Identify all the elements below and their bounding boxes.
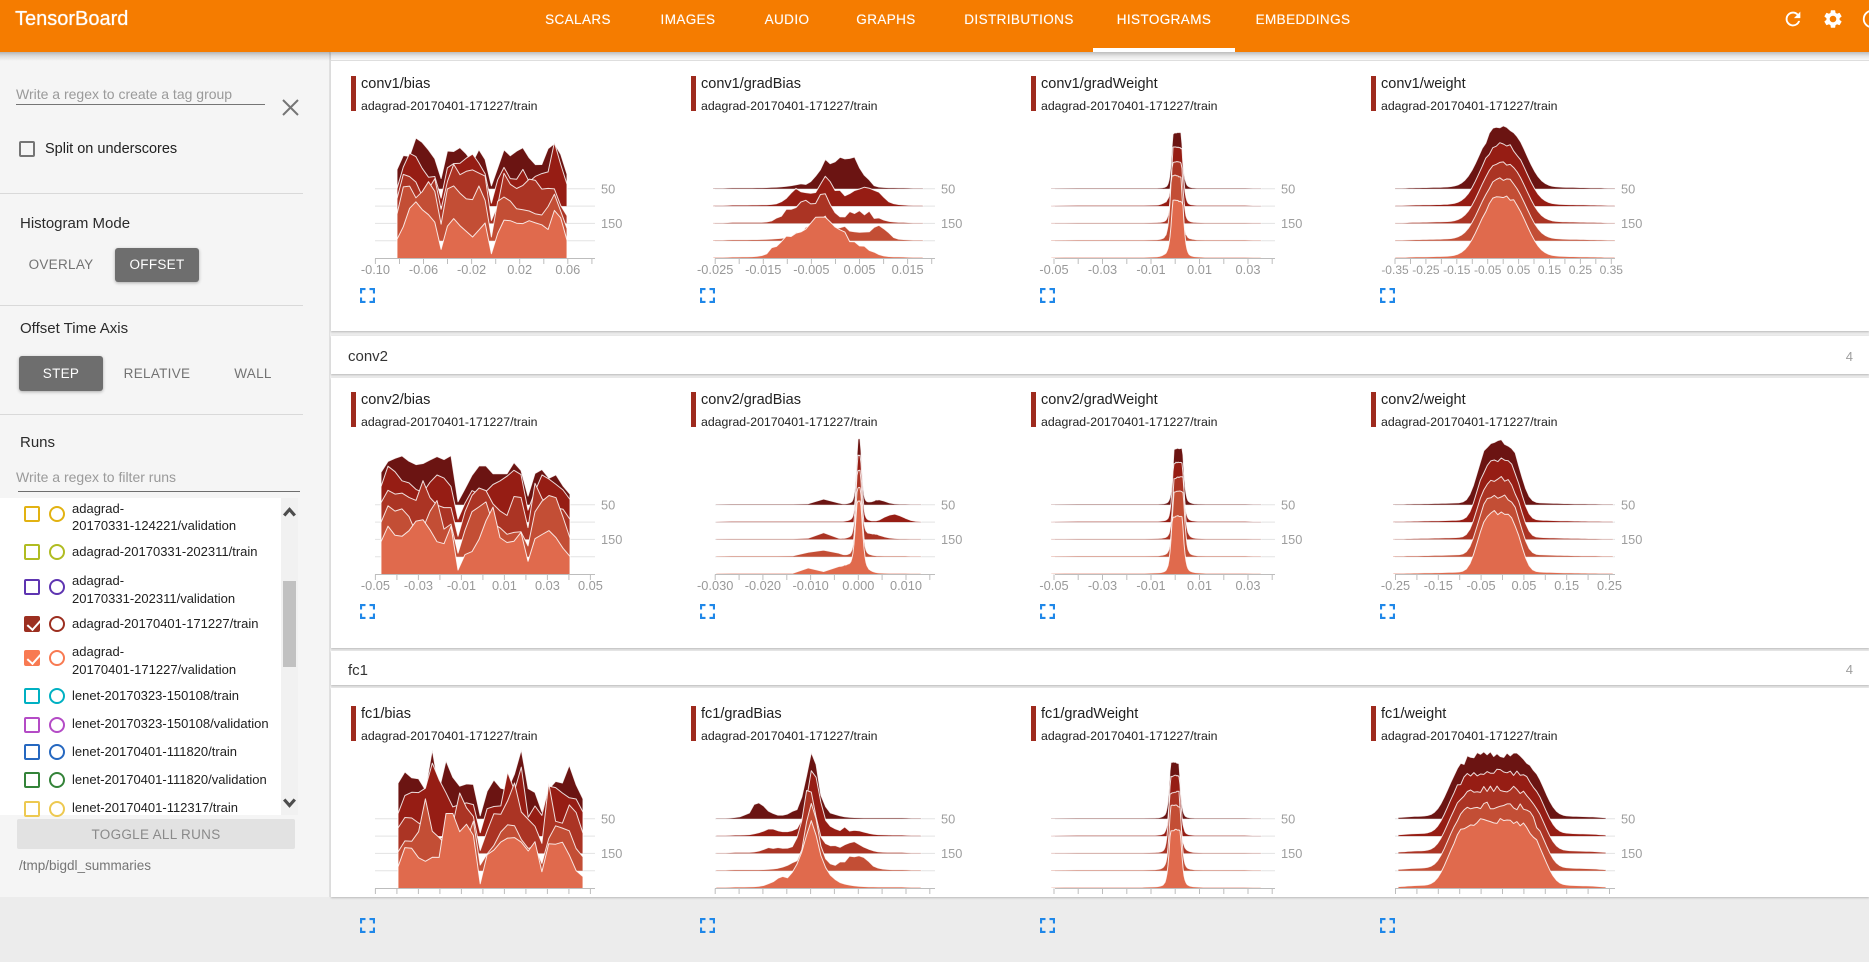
svg-text:150: 150 [1621,216,1642,231]
svg-text:0.010: 0.010 [890,578,922,593]
svg-text:-0.05: -0.05 [1474,263,1502,277]
svg-text:150: 150 [1281,532,1302,547]
svg-text:0.06: 0.06 [555,262,580,277]
svg-text:0.005: 0.005 [843,262,875,277]
svg-text:-0.05: -0.05 [1039,262,1068,277]
svg-text:-0.15: -0.15 [1443,263,1471,277]
svg-text:-0.10: -0.10 [361,262,390,277]
svg-text:-0.010: -0.010 [792,578,828,593]
svg-text:-0.01: -0.01 [447,578,476,593]
svg-text:150: 150 [1621,846,1642,861]
svg-text:-0.03: -0.03 [1088,262,1117,277]
svg-text:50: 50 [941,497,955,512]
svg-text:0.015: 0.015 [892,262,924,277]
svg-text:-0.030: -0.030 [697,578,733,593]
svg-text:-0.25: -0.25 [1381,578,1410,593]
svg-text:150: 150 [941,846,962,861]
svg-text:0.05: 0.05 [578,578,603,593]
svg-text:0.15: 0.15 [1538,263,1562,277]
svg-text:0.01: 0.01 [1187,578,1212,593]
svg-text:50: 50 [601,811,615,826]
svg-text:150: 150 [941,532,962,547]
svg-text:-0.05: -0.05 [1039,578,1068,593]
svg-text:-0.020: -0.020 [745,578,781,593]
svg-text:50: 50 [601,181,615,196]
svg-text:-0.02: -0.02 [457,262,486,277]
svg-text:0.03: 0.03 [1236,262,1261,277]
svg-text:0.02: 0.02 [507,262,532,277]
svg-text:50: 50 [1621,181,1635,196]
svg-text:-0.005: -0.005 [793,262,829,277]
svg-text:0.25: 0.25 [1569,263,1593,277]
svg-text:150: 150 [601,846,622,861]
svg-text:-0.03: -0.03 [1088,578,1117,593]
svg-text:-0.01: -0.01 [1136,262,1165,277]
svg-text:0.03: 0.03 [535,578,560,593]
svg-text:150: 150 [601,532,622,547]
svg-text:0.03: 0.03 [1236,578,1261,593]
svg-text:150: 150 [1621,532,1642,547]
svg-text:50: 50 [1281,497,1295,512]
svg-text:150: 150 [941,216,962,231]
svg-text:-0.025: -0.025 [697,262,733,277]
svg-text:-0.05: -0.05 [1467,578,1496,593]
svg-text:0.05: 0.05 [1511,578,1536,593]
svg-text:-0.25: -0.25 [1412,263,1440,277]
svg-text:150: 150 [1281,846,1302,861]
svg-text:-0.01: -0.01 [1136,578,1165,593]
svg-text:50: 50 [941,811,955,826]
svg-text:50: 50 [1281,811,1295,826]
svg-text:50: 50 [941,181,955,196]
svg-text:0.15: 0.15 [1554,578,1579,593]
svg-text:150: 150 [1281,216,1302,231]
svg-text:-0.35: -0.35 [1381,263,1409,277]
svg-text:-0.05: -0.05 [361,578,390,593]
svg-text:-0.03: -0.03 [404,578,433,593]
svg-text:0.35: 0.35 [1600,263,1624,277]
svg-text:50: 50 [1621,497,1635,512]
svg-text:-0.15: -0.15 [1424,578,1453,593]
svg-text:-0.015: -0.015 [745,262,781,277]
svg-text:50: 50 [1621,811,1635,826]
svg-text:50: 50 [1281,181,1295,196]
svg-text:-0.06: -0.06 [409,262,438,277]
svg-text:150: 150 [601,216,622,231]
svg-text:0.25: 0.25 [1597,578,1622,593]
svg-text:0.01: 0.01 [1187,262,1212,277]
svg-text:0.05: 0.05 [1507,263,1531,277]
svg-text:0.000: 0.000 [842,578,874,593]
svg-text:50: 50 [601,497,615,512]
svg-text:0.01: 0.01 [492,578,517,593]
